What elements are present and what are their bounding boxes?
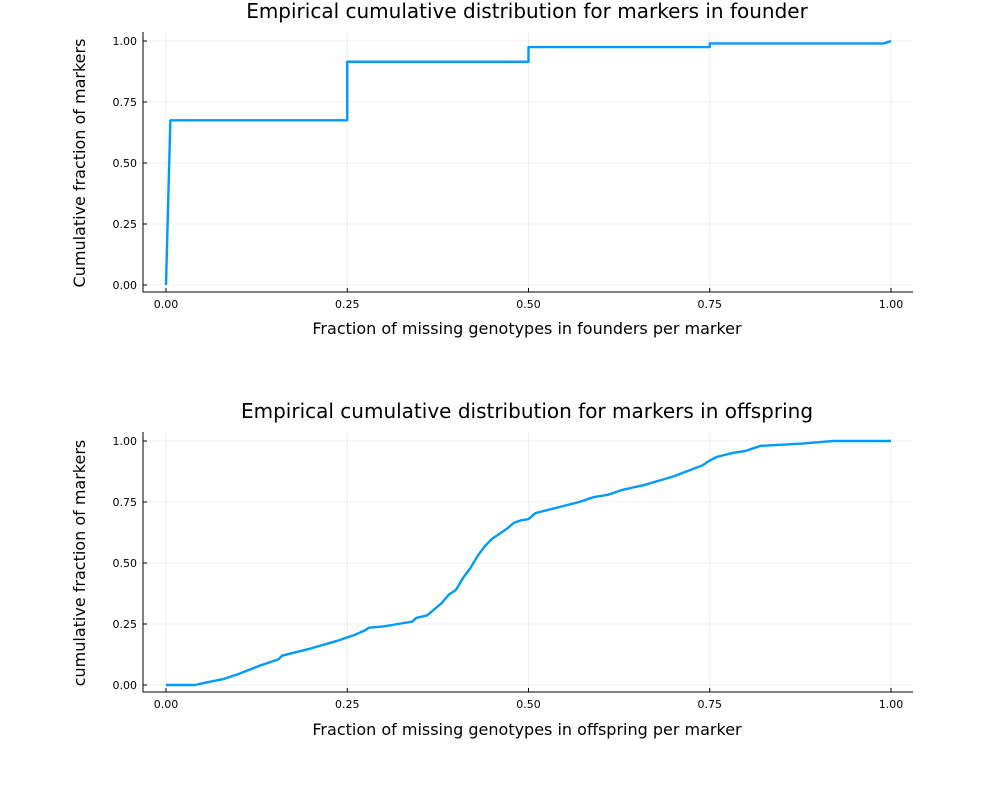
x-tick-label: 0.50 (516, 698, 541, 711)
x-tick-label: 0.50 (516, 298, 541, 311)
x-tick-label: 0.00 (154, 298, 179, 311)
x-tick-label: 0.00 (154, 698, 179, 711)
y-tick-label: 1.00 (113, 35, 138, 48)
plot-area: 0.00 0.25 0.50 0.75 1.00 0.00 0.25 0.50 0.75 1.00 (113, 432, 913, 711)
y-tick-label: 0.50 (113, 557, 138, 570)
y-axis-label: cumulative fraction of markers (70, 440, 89, 687)
chart-title: Empirical cumulative distribution for ma… (246, 0, 808, 23)
x-axis-label: Fraction of missing genotypes in founder… (312, 319, 742, 338)
y-tick-label: 1.00 (113, 435, 138, 448)
y-tick-label: 0.25 (113, 218, 138, 231)
plot-area: 0.00 0.25 0.50 0.75 1.00 0.00 0.25 0.50 0.75 1.00 (113, 32, 913, 311)
y-tick-label: 0.00 (113, 279, 138, 292)
x-tick-label: 0.75 (698, 298, 723, 311)
x-tick-label: 1.00 (879, 698, 904, 711)
y-tick-label: 0.50 (113, 157, 138, 170)
x-tick-label: 0.75 (698, 698, 723, 711)
chart-title: Empirical cumulative distribution for ma… (241, 399, 813, 423)
series-line (166, 439, 891, 687)
y-tick-label: 0.25 (113, 618, 138, 631)
y-tick-label: 0.75 (113, 496, 138, 509)
y-axis-label: Cumulative fraction of markers (70, 39, 89, 288)
y-tick-label: 0.00 (113, 679, 138, 692)
chart-bottom: Empirical cumulative distribution for ma… (70, 399, 913, 739)
x-axis-label: Fraction of missing genotypes in offspri… (312, 720, 742, 739)
x-tick-label: 0.25 (335, 698, 360, 711)
chart-top: Empirical cumulative distribution for ma… (70, 0, 913, 338)
series-line (164, 39, 892, 286)
x-tick-label: 1.00 (879, 298, 904, 311)
x-tick-label: 0.25 (335, 298, 360, 311)
y-tick-label: 0.75 (113, 96, 138, 109)
